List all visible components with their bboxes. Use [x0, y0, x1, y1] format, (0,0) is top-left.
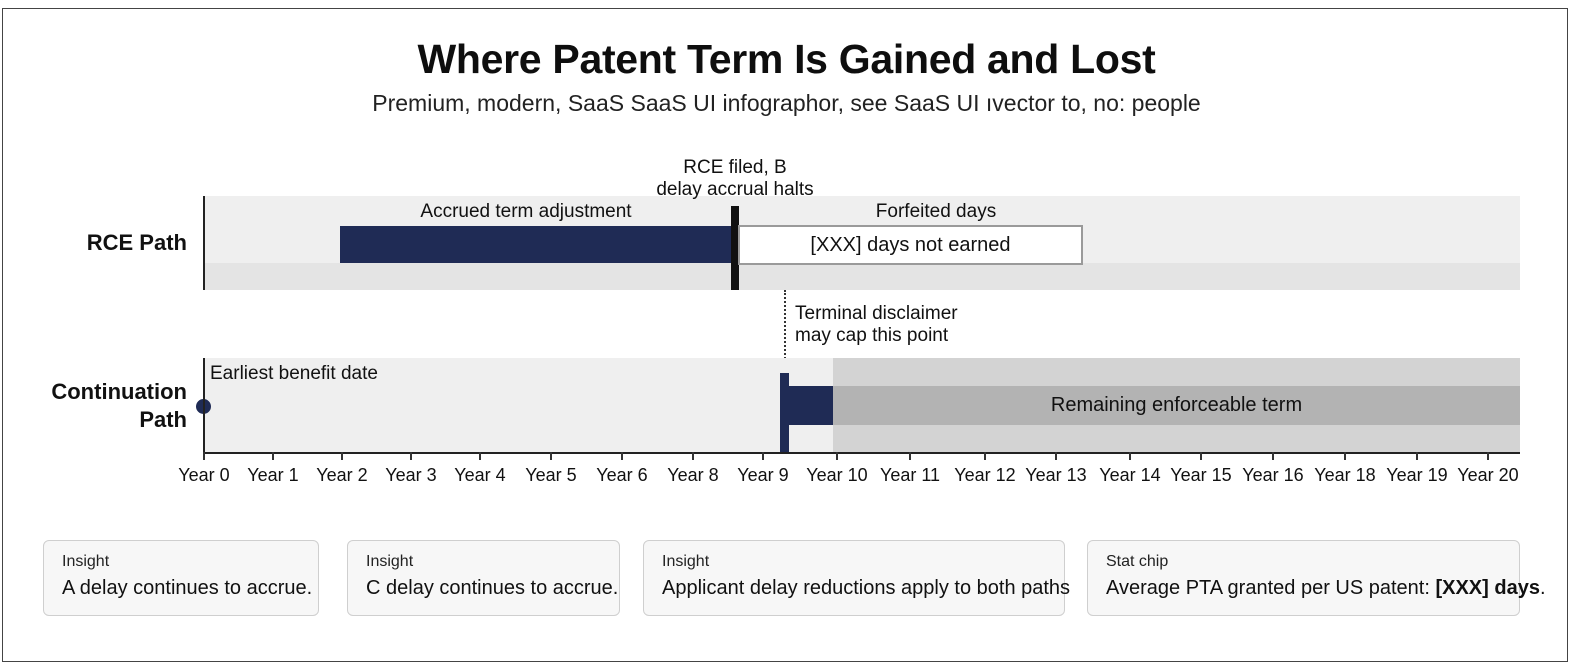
page-subtitle: Premium, modern, SaaS SaaS UI infographo…	[372, 90, 1201, 116]
forfeited-days-box: [XXX] days not earned	[738, 225, 1083, 265]
time-axis-line	[203, 452, 1520, 454]
insight-card-2-kicker: Insight	[366, 553, 414, 570]
axis-tick	[1129, 452, 1131, 460]
stat-chip-value: [XXX] days	[1435, 577, 1540, 599]
continuation-path-label-line2: Path	[139, 407, 187, 432]
page-title: Where Patent Term Is Gained and Lost	[417, 36, 1156, 82]
axis-tick-label: Year 11	[879, 465, 941, 485]
axis-tick	[203, 452, 205, 460]
axis-tick	[550, 452, 552, 460]
remaining-term-bar: Remaining enforceable term	[833, 386, 1520, 425]
continuation-path-label-line1: Continuation	[51, 379, 187, 404]
axis-tick	[272, 452, 274, 460]
axis-tick-label: Year 5	[525, 465, 577, 485]
axis-tick	[479, 452, 481, 460]
forfeited-days-label: Forfeited days	[875, 201, 997, 222]
axis-tick	[410, 452, 412, 460]
continuation-term-bar	[786, 386, 833, 425]
axis-tick	[836, 452, 838, 460]
axis-tick-label: Year 9	[737, 465, 789, 485]
axis-tick	[1272, 452, 1274, 460]
rce-filed-label-line1: RCE filed, B	[683, 157, 787, 178]
earliest-benefit-label: Earliest benefit date	[210, 363, 378, 384]
axis-tick-label: Year 6	[596, 465, 648, 485]
axis-tick-label: Year 15	[1170, 465, 1232, 485]
axis-tick-label: Year 2	[316, 465, 368, 485]
axis-tick	[984, 452, 986, 460]
axis-tick	[1055, 452, 1057, 460]
axis-tick	[1487, 452, 1489, 460]
disclaimer-connector	[784, 290, 786, 375]
forfeited-days-box-text: [XXX] days not earned	[810, 233, 1011, 256]
axis-tick	[692, 452, 694, 460]
insight-card-1-text: A delay continues to accrue.	[62, 577, 313, 599]
axis-tick	[621, 452, 623, 460]
rce-filed-marker	[731, 206, 739, 290]
accrued-term-label: Accrued term adjustment	[420, 201, 632, 222]
stat-chip-text-suffix: .	[1539, 577, 1546, 599]
axis-tick-label: Year 0	[178, 465, 230, 485]
axis-tick-label: Year 4	[454, 465, 506, 485]
axis-tick-label: Year 8	[667, 465, 719, 485]
remaining-term-label: Remaining enforceable term	[1050, 394, 1303, 416]
continuation-marker	[780, 373, 789, 453]
stat-chip-text: Average PTA granted per US patent: [XXX]…	[1106, 577, 1546, 600]
stat-chip-card: Stat chip Average PTA granted per US pat…	[1087, 540, 1546, 616]
axis-tick-label: Year 1	[247, 465, 299, 485]
axis-tick	[1344, 452, 1346, 460]
rce-filed-label-line2: delay accrual halts	[656, 179, 814, 200]
axis-tick	[1200, 452, 1202, 460]
axis-tick-label: Year 16	[1242, 465, 1304, 485]
axis-tick-label: Year 14	[1099, 465, 1161, 485]
axis-tick-label: Year 18	[1314, 465, 1376, 485]
stat-chip-text-prefix: Average PTA granted per US patent:	[1106, 577, 1436, 599]
accrued-term-bar	[340, 226, 736, 263]
axis-tick	[762, 452, 764, 460]
insight-card-1: Insight A delay continues to accrue.	[43, 540, 319, 616]
insight-card-3: Insight Applicant delay reductions apply…	[643, 540, 1071, 616]
stat-chip-kicker: Stat chip	[1106, 553, 1169, 570]
axis-tick	[1416, 452, 1418, 460]
disclaimer-label-line2: may cap this point	[795, 325, 949, 346]
rce-path-start-line	[203, 196, 205, 290]
rce-path-band-lower	[204, 263, 1520, 290]
axis-tick-label: Year 12	[954, 465, 1016, 485]
axis-tick-label: Year 20	[1457, 465, 1519, 485]
insight-card-1-kicker: Insight	[62, 553, 110, 570]
axis-tick-label: Year 10	[806, 465, 868, 485]
insight-card-3-text: Applicant delay reductions apply to both…	[662, 577, 1071, 599]
axis-tick	[909, 452, 911, 460]
axis-tick-label: Year 3	[385, 465, 437, 485]
disclaimer-label-line1: Terminal disclaimer	[795, 303, 958, 324]
insight-card-3-kicker: Insight	[662, 553, 710, 570]
rce-path-label: RCE Path	[86, 230, 187, 255]
axis-tick-label: Year 13	[1025, 465, 1087, 485]
continuation-start-line	[203, 358, 205, 453]
insight-card-2: Insight C delay continues to accrue.	[347, 540, 620, 616]
axis-tick-label: Year 19	[1386, 465, 1448, 485]
insight-card-2-text: C delay continues to accrue.	[366, 577, 619, 599]
axis-tick	[341, 452, 343, 460]
